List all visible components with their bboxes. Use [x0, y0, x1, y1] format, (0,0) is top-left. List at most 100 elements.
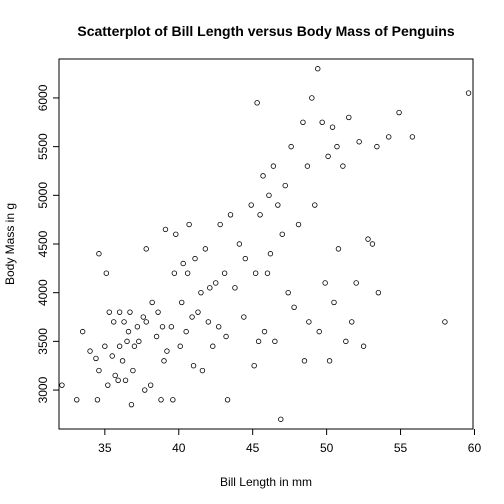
data-point	[396, 109, 402, 116]
data-point	[180, 260, 186, 267]
x-axis: 35 40 45 50 55 60	[98, 429, 481, 455]
data-point	[111, 319, 117, 325]
data-point	[465, 90, 472, 96]
data-point	[136, 338, 142, 345]
data-point	[119, 358, 126, 364]
data-point	[124, 338, 130, 345]
data-point	[217, 221, 223, 228]
data-point	[171, 270, 178, 276]
data-point	[261, 328, 268, 335]
data-point	[105, 382, 111, 388]
data-point	[130, 367, 136, 374]
y-tick-label: 5500	[36, 133, 50, 160]
data-point	[116, 309, 123, 315]
data-point	[143, 319, 149, 325]
data-point	[162, 226, 169, 233]
data-point	[227, 212, 234, 218]
data-point	[254, 100, 260, 106]
x-tick-label: 60	[468, 441, 482, 455]
data-point	[264, 270, 271, 276]
data-point	[252, 270, 259, 276]
data-point	[335, 246, 342, 252]
data-point	[288, 143, 294, 150]
data-point	[442, 319, 448, 325]
data-point	[184, 270, 191, 276]
data-point	[210, 343, 216, 349]
data-point	[343, 338, 349, 345]
data-point	[248, 202, 254, 208]
data-point	[322, 280, 328, 286]
data-point	[59, 382, 65, 388]
x-tick-label: 35	[98, 441, 112, 455]
data-point	[374, 143, 380, 150]
data-point	[300, 119, 306, 125]
data-point	[143, 246, 149, 252]
data-points	[59, 66, 472, 422]
data-point	[301, 358, 308, 364]
data-point	[275, 202, 281, 208]
chart-title: Scatterplot of Bill Length versus Body M…	[77, 23, 454, 39]
y-axis-label: Body Mass in g	[3, 203, 17, 285]
data-point	[79, 328, 86, 335]
data-point	[164, 348, 170, 354]
data-point	[186, 221, 192, 228]
data-point	[309, 95, 315, 101]
y-tick-label: 6000	[36, 84, 50, 111]
data-point	[202, 246, 209, 252]
data-point	[170, 397, 176, 403]
data-point	[353, 280, 359, 286]
y-tick-label: 3000	[36, 376, 50, 403]
data-point	[356, 139, 362, 145]
data-point	[349, 319, 355, 325]
x-tick-label: 45	[246, 441, 260, 455]
data-point	[96, 251, 102, 257]
data-point	[173, 231, 179, 237]
data-point	[224, 397, 231, 403]
data-point	[94, 397, 101, 403]
data-point	[315, 66, 321, 72]
y-tick-label: 3500	[36, 328, 50, 355]
data-point	[121, 319, 127, 325]
data-point	[319, 119, 325, 125]
data-point	[270, 163, 277, 169]
data-point	[199, 367, 206, 374]
data-point	[122, 377, 129, 384]
data-point	[93, 355, 99, 362]
data-point	[279, 231, 285, 237]
data-point	[236, 241, 243, 247]
data-point	[306, 319, 312, 325]
data-point	[223, 333, 229, 340]
data-point	[346, 114, 352, 121]
data-point	[232, 285, 238, 291]
data-point	[198, 289, 204, 296]
data-point	[142, 387, 148, 393]
data-point	[266, 192, 272, 199]
data-point	[153, 333, 160, 340]
data-point	[147, 382, 154, 388]
data-point	[96, 367, 102, 374]
data-point	[329, 124, 336, 130]
data-point	[251, 363, 257, 369]
data-point	[334, 143, 340, 150]
data-point	[158, 397, 164, 403]
data-point	[375, 289, 382, 296]
data-point	[161, 358, 167, 364]
data-point	[360, 343, 367, 349]
y-tick-label: 4000	[36, 279, 50, 306]
data-point	[312, 202, 318, 208]
data-point	[115, 377, 121, 384]
data-point	[241, 314, 247, 320]
data-point	[260, 173, 266, 179]
data-point	[102, 343, 108, 349]
data-point	[134, 324, 141, 330]
data-point	[267, 251, 274, 257]
data-point	[159, 324, 166, 330]
data-point	[168, 324, 175, 330]
data-point	[112, 372, 118, 379]
data-point	[386, 134, 392, 140]
data-point	[189, 314, 195, 320]
data-point	[242, 255, 248, 262]
data-point	[179, 299, 185, 306]
data-point	[295, 221, 302, 228]
